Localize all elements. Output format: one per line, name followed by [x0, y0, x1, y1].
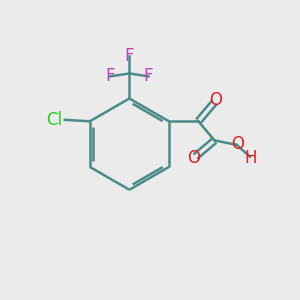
Text: O: O	[231, 135, 244, 153]
Text: H: H	[244, 149, 257, 167]
Text: Cl: Cl	[46, 111, 62, 129]
Text: O: O	[188, 149, 200, 167]
Text: F: F	[144, 68, 153, 85]
Text: F: F	[106, 68, 115, 85]
Text: O: O	[208, 91, 222, 109]
Text: F: F	[124, 47, 134, 65]
